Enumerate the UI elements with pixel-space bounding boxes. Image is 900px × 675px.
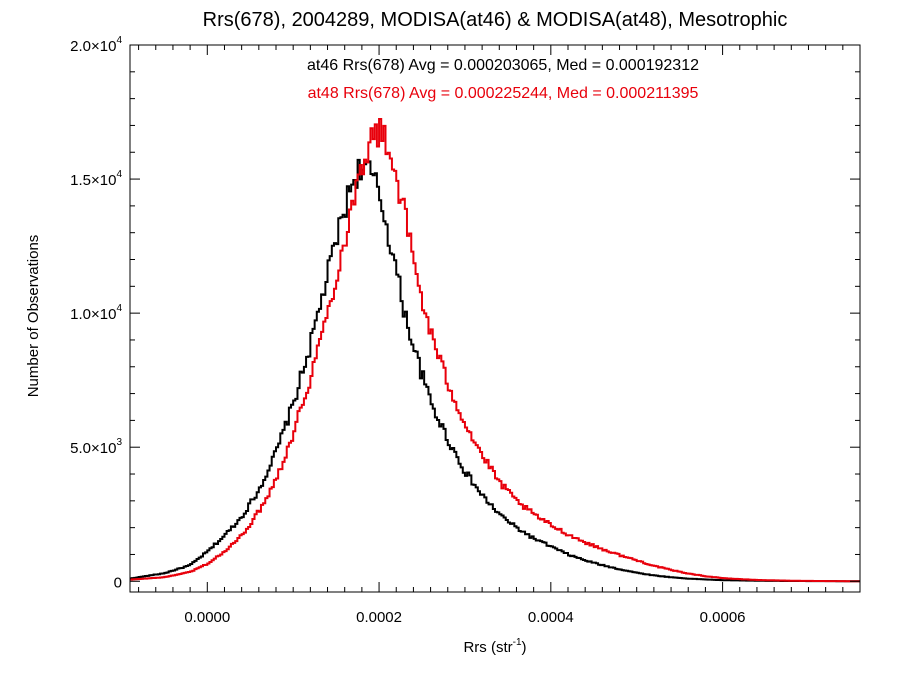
y-axis-label: Number of Observations (25, 235, 42, 398)
y-tick-label: 2.0×104 (70, 35, 122, 55)
x-axis-label: Rrs (str-1) (463, 637, 526, 656)
series-0-line (130, 158, 860, 583)
plot-frame (129, 44, 861, 593)
y-tick-label: 0 (114, 574, 122, 591)
x-tick-label: 0.0004 (528, 609, 574, 626)
annotation-at48: at48 Rrs(678) Avg = 0.000225244, Med = 0… (308, 85, 699, 102)
chart-title: Rrs(678), 2004289, MODISA(at46) & MODISA… (203, 9, 788, 31)
y-tick-label: 1.5×104 (70, 169, 122, 189)
x-tick-label: 0.0000 (184, 609, 230, 626)
x-tick-label: 0.0006 (700, 609, 746, 626)
y-tick-label: 1.0×104 (70, 303, 122, 323)
y-tick-label: 5.0×103 (70, 437, 122, 457)
series-1-line (130, 118, 860, 583)
x-tick-label: 0.0002 (356, 609, 402, 626)
plot-area: 0.0000 0.0002 0.0004 0.0006 0 5.0×103 1.0×104 1… (70, 35, 860, 626)
annotation-at46: at46 Rrs(678) Avg = 0.000203065, Med = 0… (307, 57, 699, 74)
